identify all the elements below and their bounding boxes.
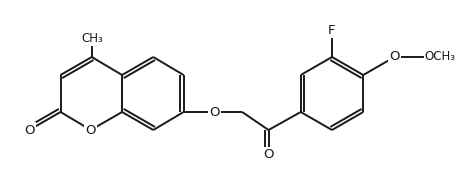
Text: F: F	[328, 24, 336, 36]
Text: CH₃: CH₃	[81, 32, 103, 45]
Text: O: O	[24, 124, 35, 137]
Text: O: O	[86, 124, 96, 137]
Text: O: O	[210, 105, 220, 118]
Text: OCH₃: OCH₃	[425, 51, 456, 64]
Text: O: O	[263, 149, 274, 162]
Text: O: O	[389, 51, 400, 64]
